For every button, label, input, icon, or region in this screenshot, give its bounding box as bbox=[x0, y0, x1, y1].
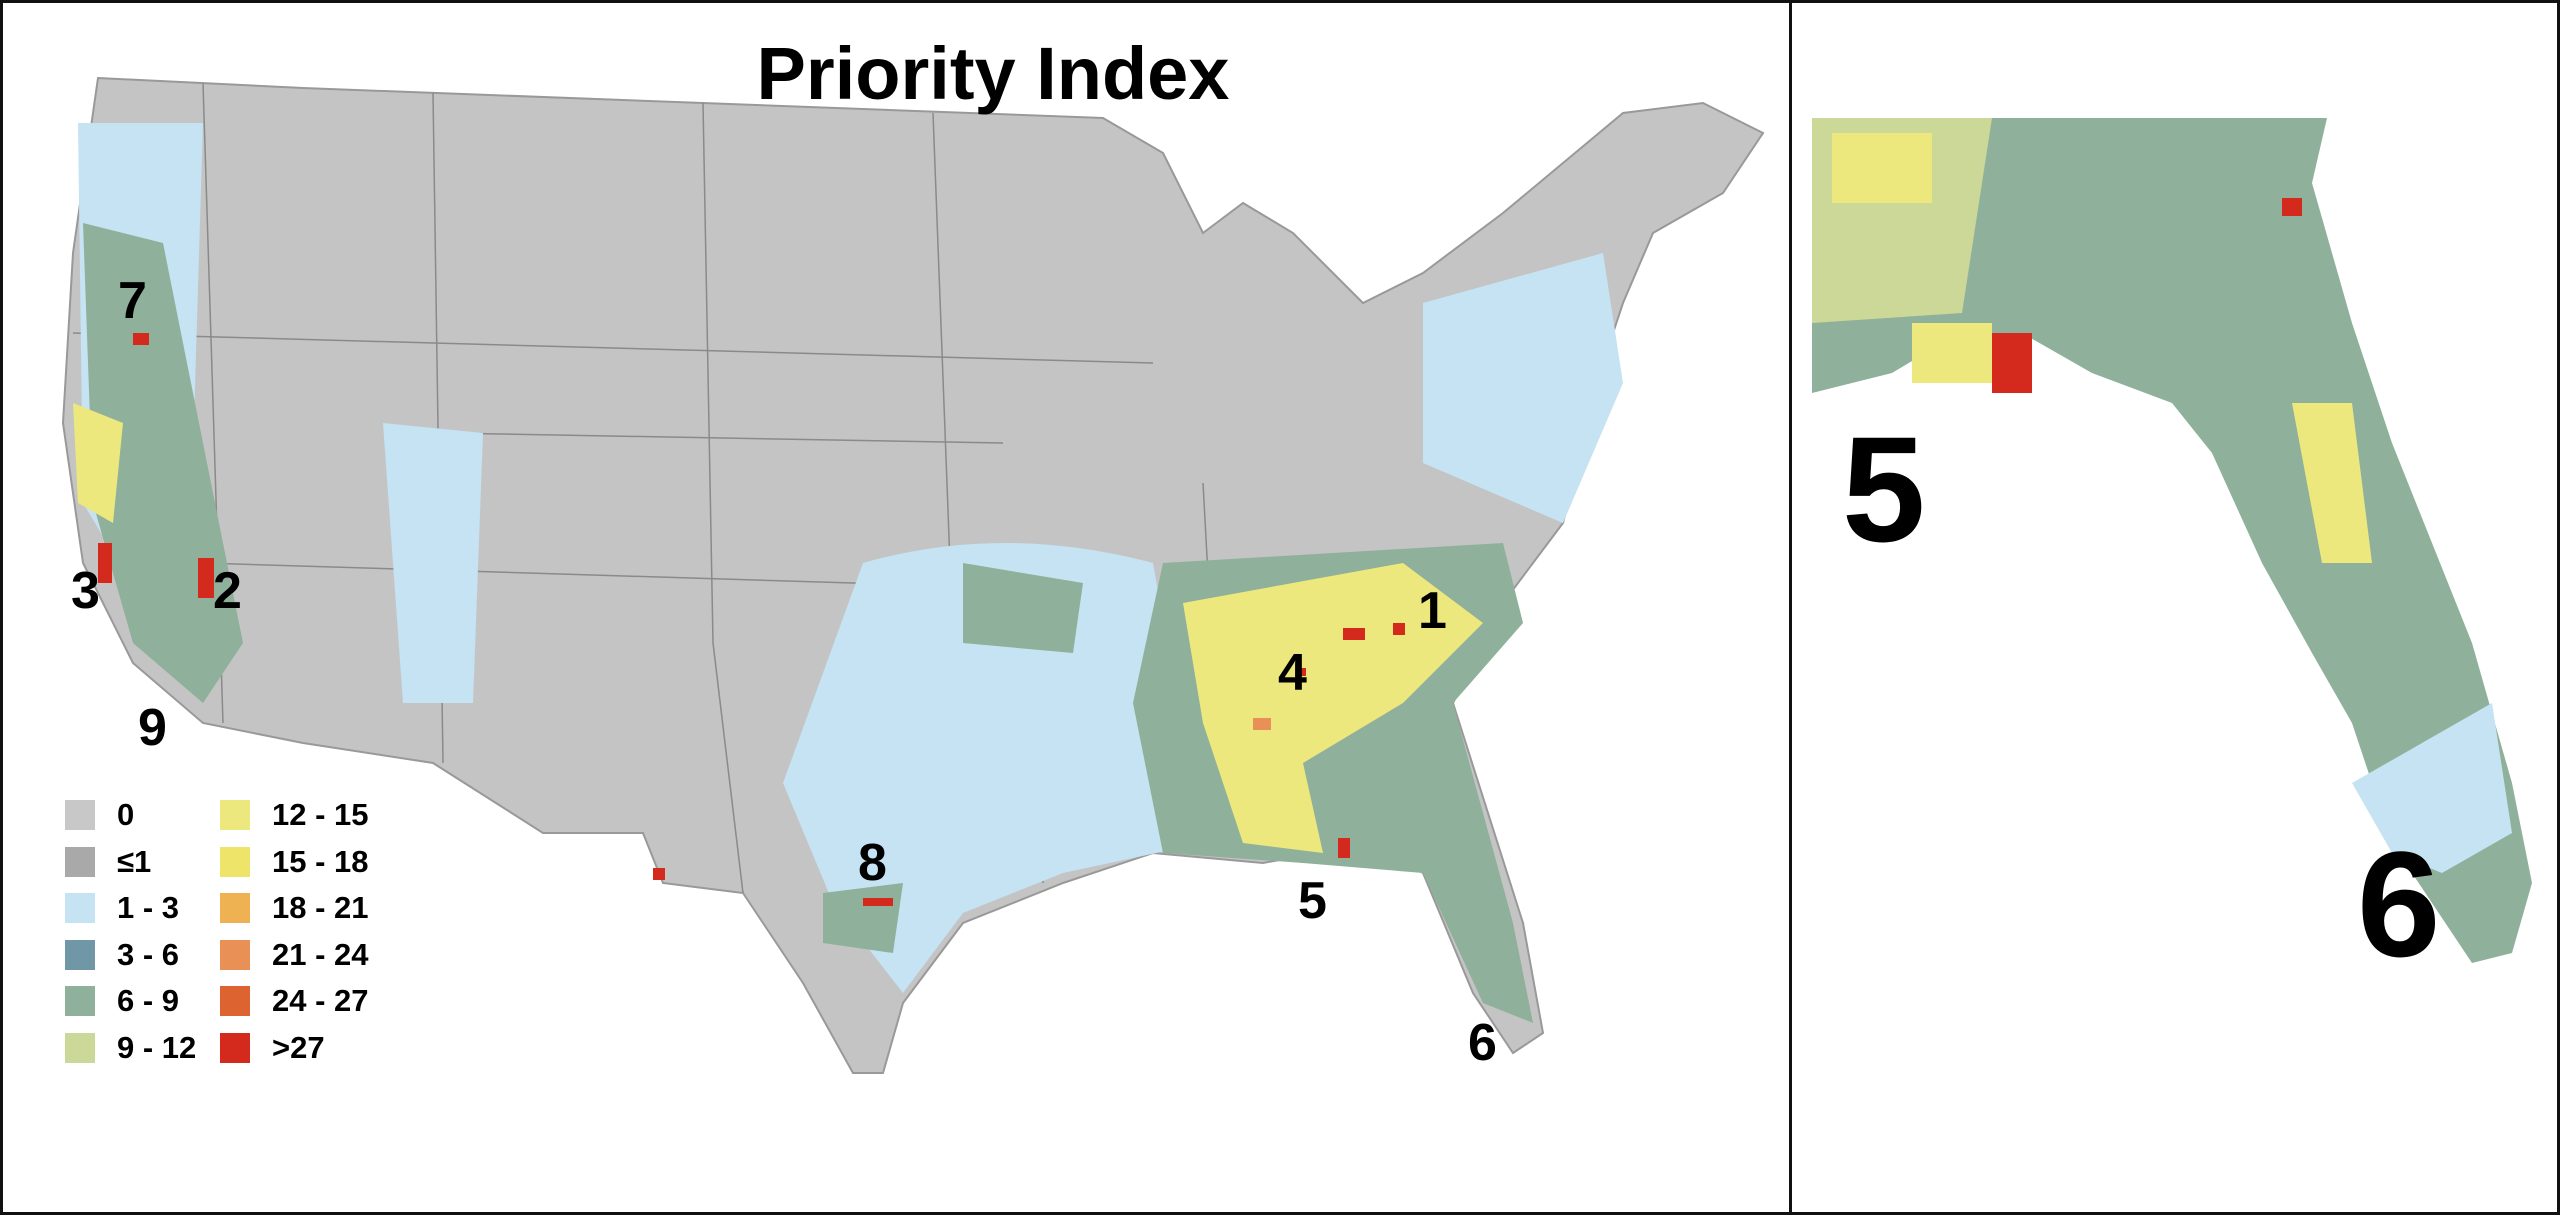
legend-swatch bbox=[65, 846, 95, 877]
legend-item: 21 - 24 bbox=[220, 935, 420, 975]
legend-swatch bbox=[65, 939, 95, 970]
legend-swatch bbox=[65, 800, 95, 830]
map-title: Priority Index bbox=[756, 32, 1230, 115]
legend-item: >27 bbox=[220, 1028, 420, 1068]
legend-label: 24 - 27 bbox=[272, 983, 369, 1018]
legend-swatch bbox=[65, 986, 95, 1016]
us-map-panel: Priority Index 1 2 3 4 5 6 7 8 9 0 ≤1 1 - … bbox=[0, 0, 1792, 1215]
inset-marker-6: 6 bbox=[2357, 820, 2441, 988]
legend-label: 15 - 18 bbox=[272, 843, 369, 879]
legend-swatch bbox=[65, 1032, 95, 1063]
legend-swatch bbox=[220, 986, 250, 1016]
marker-4: 4 bbox=[1278, 644, 1307, 702]
florida-red-spot bbox=[1992, 333, 2032, 393]
legend-label: ≤1 bbox=[117, 843, 152, 879]
priority-blue-areas bbox=[78, 123, 1623, 993]
priority-red-spots bbox=[98, 333, 1405, 906]
priority-yellow-areas bbox=[73, 403, 1483, 853]
legend-item: 18 - 21 bbox=[220, 888, 420, 928]
legend-label: 12 - 15 bbox=[272, 797, 369, 832]
marker-5: 5 bbox=[1298, 872, 1327, 930]
legend-label: 6 - 9 bbox=[117, 983, 180, 1018]
florida-inset-map bbox=[1812, 118, 2532, 963]
florida-yellow-patches bbox=[1832, 133, 2372, 563]
florida-red-spot bbox=[2282, 198, 2302, 216]
legend-swatch bbox=[220, 939, 250, 970]
marker-9: 9 bbox=[138, 699, 167, 757]
legend-swatch bbox=[220, 846, 250, 877]
marker-6: 6 bbox=[1468, 1014, 1497, 1072]
legend-swatch bbox=[220, 800, 250, 830]
marker-8: 8 bbox=[858, 834, 887, 892]
florida-blue-area bbox=[2352, 703, 2512, 873]
legend-item: 24 - 27 bbox=[220, 981, 420, 1021]
us-map bbox=[61, 76, 1765, 1074]
legend-label: 18 - 21 bbox=[272, 890, 369, 925]
legend-label: 3 - 6 bbox=[117, 936, 180, 972]
marker-7: 7 bbox=[118, 272, 147, 330]
legend-item: 9 - 12 bbox=[65, 1028, 265, 1068]
legend-swatch bbox=[220, 1032, 250, 1063]
legend-label: >27 bbox=[272, 1029, 325, 1065]
legend-item: 3 - 6 bbox=[65, 935, 265, 975]
legend-swatch bbox=[220, 893, 250, 923]
marker-1: 1 bbox=[1418, 582, 1447, 640]
legend-label: 0 bbox=[117, 797, 135, 832]
legend-item: 6 - 9 bbox=[65, 981, 265, 1021]
marker-3: 3 bbox=[71, 562, 100, 620]
florida-inset-panel: 5 6 bbox=[1789, 0, 2560, 1215]
legend-label: 1 - 3 bbox=[117, 890, 180, 925]
legend-item: 15 - 18 bbox=[220, 842, 420, 882]
legend-item: ≤1 bbox=[65, 842, 265, 882]
marker-2: 2 bbox=[213, 562, 242, 620]
legend-item: 0 bbox=[65, 795, 265, 835]
legend-swatch bbox=[65, 893, 95, 923]
inset-marker-5: 5 bbox=[1842, 405, 1926, 573]
legend-label: 9 - 12 bbox=[117, 1029, 197, 1065]
legend-label: 21 - 24 bbox=[272, 936, 369, 972]
legend-item: 12 - 15 bbox=[220, 795, 420, 835]
legend-item: 1 - 3 bbox=[65, 888, 265, 928]
